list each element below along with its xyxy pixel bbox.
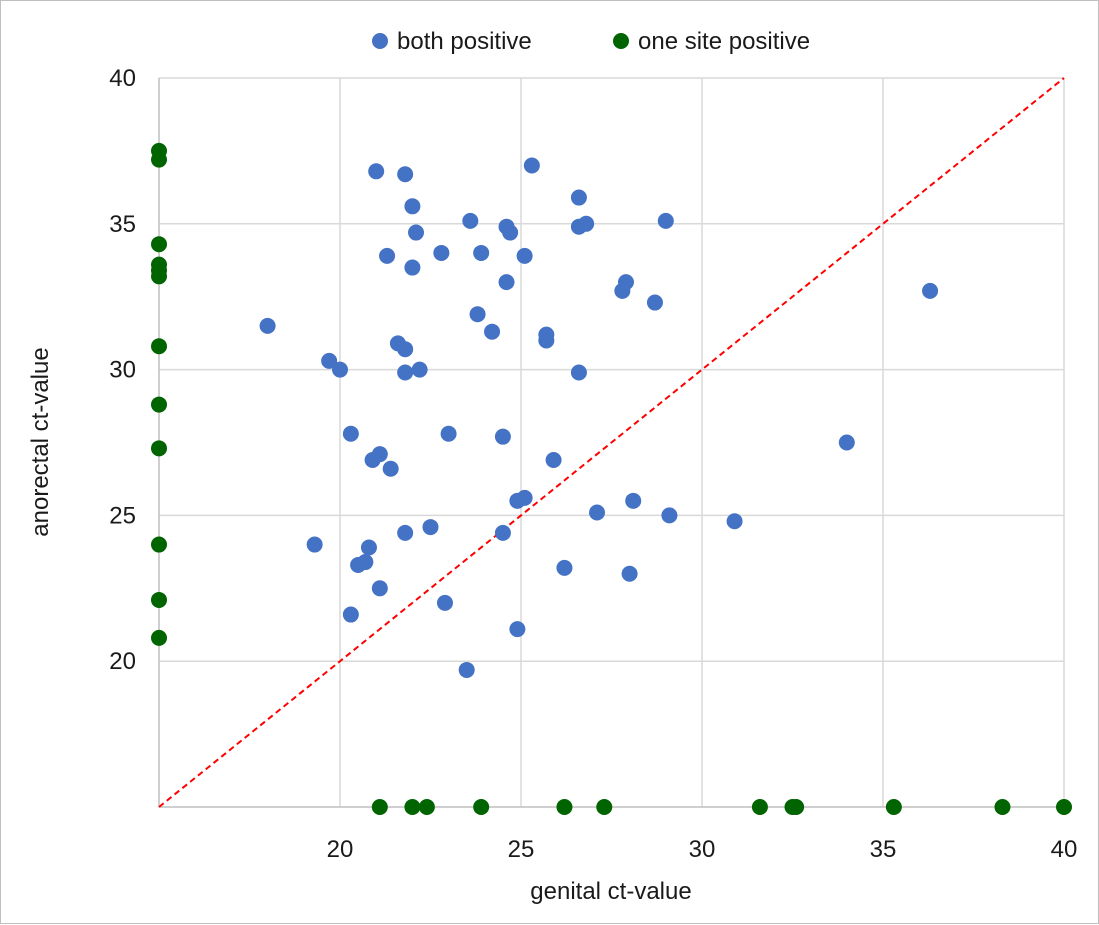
y-tick-label-25: 25 <box>109 502 136 529</box>
point-one-site-positive-8 <box>151 440 167 457</box>
point-one-site-positive-21 <box>885 799 902 815</box>
x-axis-title: genital ct-value <box>530 878 691 905</box>
point-one-site-positive-22 <box>994 799 1011 815</box>
point-both-positive-17 <box>397 341 414 358</box>
point-both-positive-26 <box>436 594 453 611</box>
point-both-positive-34 <box>494 524 511 541</box>
point-both-positive-20 <box>404 198 421 215</box>
point-both-positive-57 <box>657 212 674 229</box>
y-tick-label-40: 40 <box>109 65 136 92</box>
point-both-positive-2 <box>321 352 338 369</box>
reference-line <box>158 77 1065 808</box>
point-both-positive-58 <box>661 507 678 524</box>
point-both-positive-27 <box>440 425 457 442</box>
point-one-site-positive-14 <box>418 799 435 815</box>
point-both-positive-40 <box>516 247 533 264</box>
tick-labels: 20 25 30 35 40 20 25 30 35 40 <box>109 65 1077 863</box>
point-both-positive-49 <box>570 364 587 381</box>
point-both-positive-23 <box>411 361 428 378</box>
y-tick-label-35: 35 <box>109 211 136 238</box>
point-both-positive-46 <box>556 559 573 576</box>
legend-label-both-positive: both positive <box>397 28 532 55</box>
point-both-positive-10 <box>368 163 385 180</box>
point-both-positive-25 <box>433 244 450 261</box>
legend-label-one-site-positive: one site positive <box>638 28 810 55</box>
y-tick-label-20: 20 <box>109 648 136 675</box>
point-one-site-positive-10 <box>151 591 167 608</box>
point-one-site-positive-12 <box>371 799 388 815</box>
point-one-site-positive-2 <box>151 236 167 253</box>
point-both-positive-39 <box>509 621 526 638</box>
point-both-positive-37 <box>502 224 519 241</box>
grid-lines <box>159 77 1065 807</box>
point-one-site-positive-16 <box>556 799 573 815</box>
point-both-positive-54 <box>621 565 638 582</box>
x-tick-label-25: 25 <box>508 836 535 863</box>
point-both-positive-16 <box>397 166 414 183</box>
point-both-positive-14 <box>382 460 399 477</box>
point-one-site-positive-7 <box>151 396 167 413</box>
point-both-positive-30 <box>469 306 486 323</box>
point-one-site-positive-18 <box>751 799 768 815</box>
x-tick-label-35: 35 <box>870 836 897 863</box>
point-both-positive-51 <box>589 504 606 521</box>
point-both-positive-29 <box>462 212 479 229</box>
point-both-positive-13 <box>379 247 396 264</box>
point-both-positive-31 <box>473 244 490 261</box>
diagonal-reference-line <box>158 77 1065 808</box>
point-both-positive-61 <box>922 282 939 299</box>
point-both-positive-55 <box>625 492 642 509</box>
point-both-positive-59 <box>726 513 743 530</box>
point-both-positive-22 <box>408 224 425 241</box>
point-both-positive-5 <box>342 606 359 623</box>
y-tick-label-30: 30 <box>109 357 136 384</box>
point-both-positive-28 <box>458 661 475 678</box>
point-one-site-positive-15 <box>473 799 490 815</box>
point-both-positive-24 <box>422 519 439 536</box>
point-both-positive-33 <box>494 428 511 445</box>
point-both-positive-11 <box>371 446 388 463</box>
y-axis-title: anorectal ct-value <box>27 347 54 536</box>
x-tick-label-40: 40 <box>1051 836 1078 863</box>
point-one-site-positive-17 <box>596 799 613 815</box>
legend-marker-both-positive <box>372 33 388 49</box>
point-one-site-positive-11 <box>151 629 167 646</box>
point-one-site-positive-23 <box>1056 799 1072 815</box>
point-one-site-positive-6 <box>151 338 167 355</box>
point-one-site-positive-5 <box>151 268 167 285</box>
point-both-positive-50 <box>578 215 595 232</box>
legend-marker-one-site-positive <box>613 33 629 49</box>
point-one-site-positive-20 <box>788 799 805 815</box>
point-both-positive-0 <box>259 317 276 334</box>
point-both-positive-42 <box>523 157 540 174</box>
point-both-positive-45 <box>545 451 562 468</box>
point-both-positive-21 <box>404 259 421 276</box>
point-both-positive-41 <box>516 489 533 506</box>
point-both-positive-1 <box>306 536 323 553</box>
point-both-positive-56 <box>646 294 663 311</box>
point-one-site-positive-9 <box>151 536 167 553</box>
data-points <box>151 142 1072 815</box>
x-tick-label-20: 20 <box>327 836 354 863</box>
point-both-positive-47 <box>570 189 587 206</box>
point-one-site-positive-13 <box>404 799 421 815</box>
point-both-positive-12 <box>371 580 388 597</box>
point-both-positive-18 <box>397 364 414 381</box>
point-both-positive-60 <box>838 434 855 451</box>
point-both-positive-19 <box>397 524 414 541</box>
point-both-positive-44 <box>538 332 555 349</box>
point-both-positive-53 <box>617 274 634 291</box>
point-one-site-positive-1 <box>151 151 167 168</box>
legend: both positive one site positive <box>372 28 810 55</box>
x-tick-label-30: 30 <box>689 836 716 863</box>
point-both-positive-3 <box>332 361 348 378</box>
point-both-positive-8 <box>360 539 377 556</box>
point-both-positive-32 <box>484 323 501 340</box>
point-both-positive-4 <box>342 425 359 442</box>
point-both-positive-7 <box>357 554 374 571</box>
point-both-positive-36 <box>498 274 515 291</box>
